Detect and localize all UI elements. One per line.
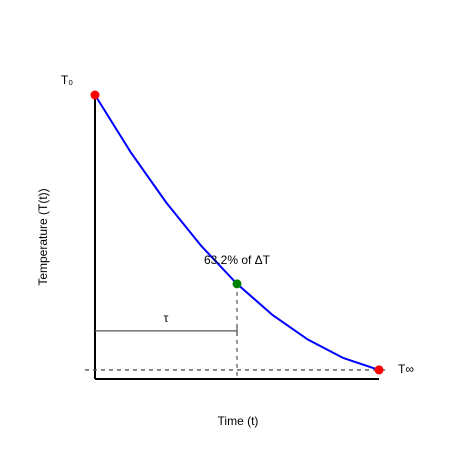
point-label: T₀	[61, 73, 73, 87]
point	[90, 90, 100, 100]
point-label: 63.2% of ΔT	[204, 253, 271, 267]
x-axis-label: Time (t)	[218, 414, 259, 428]
point	[232, 279, 242, 289]
point-label: T∞	[398, 362, 414, 376]
point	[374, 365, 384, 375]
y-axis-label: Temperature (T(t))	[36, 188, 50, 285]
tau-label: τ	[164, 311, 169, 325]
